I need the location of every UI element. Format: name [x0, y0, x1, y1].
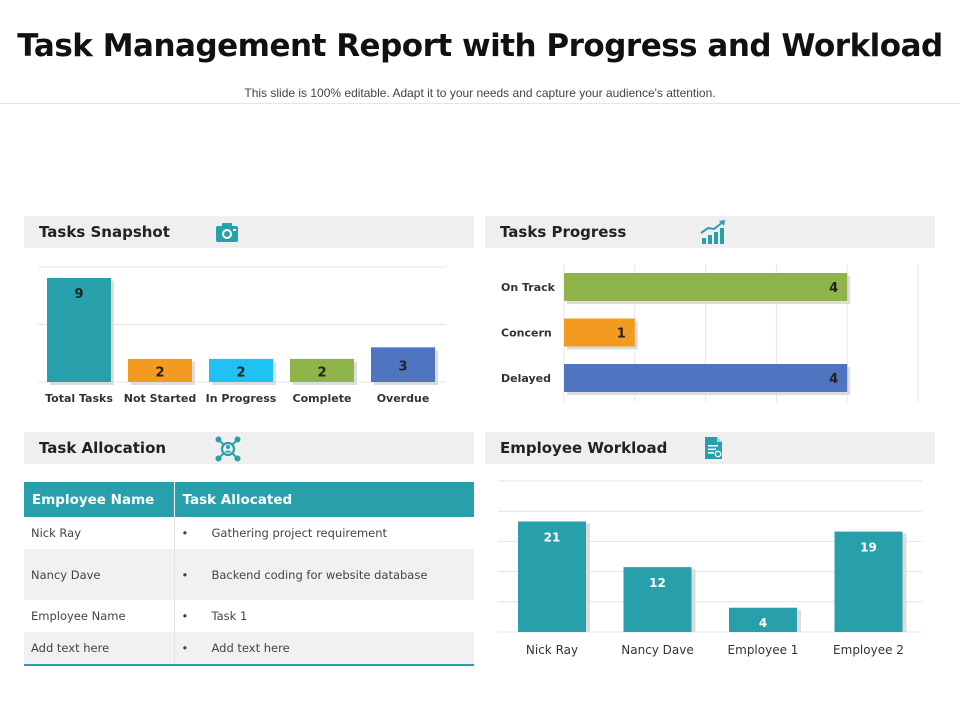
employee-workload-title: Employee Workload [500, 439, 668, 457]
table-row: Nick Ray • Gathering project requirement [24, 517, 474, 549]
data-label: 19 [860, 541, 877, 555]
category-label: Employee 2 [833, 643, 904, 657]
task-allocation-title: Task Allocation [39, 439, 167, 457]
table-row: Nancy Dave • Backend coding for website d… [24, 549, 474, 600]
category-label: Concern [501, 327, 552, 340]
category-label: Employee 1 [728, 643, 799, 657]
snapshot-bar [290, 358, 354, 382]
progress-bar [564, 364, 848, 392]
task-text: Task 1 [211, 609, 248, 623]
workload-bar [729, 607, 797, 632]
task-text: Add text here [211, 641, 290, 655]
employee-cell: Nick Ray [24, 517, 175, 549]
category-label: On Track [501, 281, 556, 294]
table-row: Employee Name • Task 1 [24, 600, 474, 632]
tasks-snapshot-chart: 9 Total Tasks 2 Not Started 2 In Progress 2 Com… [38, 266, 446, 405]
data-label: 3 [398, 360, 407, 375]
data-label: 1 [617, 327, 626, 342]
task-cell: • Add text here [174, 632, 474, 666]
data-label: 4 [829, 372, 838, 387]
document-icon [703, 436, 727, 460]
bar-growth-icon [700, 220, 725, 244]
data-label: 12 [649, 576, 666, 590]
snapshot-bar [47, 278, 111, 382]
tasks-snapshot-title: Tasks Snapshot [39, 223, 170, 241]
category-label: Complete [293, 392, 352, 405]
employee-cell: Add text here [24, 632, 175, 666]
tasks-progress-chart: 4 On Track 1 Concern 4 Delayed [501, 264, 919, 402]
header-divider [0, 103, 960, 104]
bullet: • [181, 526, 189, 540]
data-label: 21 [544, 530, 561, 544]
category-label: Overdue [377, 392, 430, 405]
task-text: Gathering project requirement [211, 526, 388, 540]
progress-bar [564, 273, 848, 301]
table-header-employee: Employee Name [24, 482, 174, 517]
snapshot-bar [128, 358, 192, 382]
employee-workload-chart: 21 Nick Ray 12 Nancy Dave 4 Employee 1 19 Emplo… [498, 480, 922, 657]
task-allocation-table: Employee Name Task Allocated Nick Ray • G… [24, 482, 474, 666]
snapshot-bar [371, 347, 435, 382]
tasks-progress-title: Tasks Progress [500, 223, 627, 241]
data-label: 2 [236, 365, 245, 380]
category-label: Not Started [124, 392, 196, 405]
data-label: 4 [759, 616, 767, 630]
progress-bar [564, 318, 635, 347]
page-title: Task Management Report with Progress and… [17, 28, 943, 64]
page-subtitle: This slide is 100% editable. Adapt it to… [244, 86, 716, 100]
employee-workload-header: Employee Workload [485, 432, 935, 464]
category-label: Nick Ray [526, 643, 578, 657]
table-row: Add text here • Add text here [24, 632, 474, 666]
data-label: 2 [155, 365, 164, 380]
tasks-progress-header: Tasks Progress [485, 216, 935, 248]
category-label: In Progress [206, 392, 277, 405]
task-text: Backend coding for website database [211, 567, 428, 582]
camera-icon [215, 220, 239, 244]
tasks-snapshot-header: Tasks Snapshot [24, 216, 474, 248]
data-label: 4 [829, 281, 838, 296]
bullet: • [181, 641, 189, 655]
workload-bar [518, 521, 586, 632]
data-label: 2 [317, 365, 326, 380]
task-allocation-header: Task Allocation [24, 432, 474, 464]
category-label: Delayed [501, 372, 551, 385]
bullet: • [181, 609, 189, 623]
employee-cell: Employee Name [24, 600, 175, 632]
team-network-icon [215, 436, 241, 462]
snapshot-bar [209, 358, 273, 382]
bullet: • [181, 567, 189, 582]
workload-bar [834, 531, 903, 632]
task-cell: • Backend coding for website database [174, 549, 474, 600]
table-header-task: Task Allocated [173, 482, 474, 517]
category-label: Total Tasks [45, 392, 113, 405]
employee-cell: Nancy Dave [24, 549, 175, 600]
task-cell: • Task 1 [174, 600, 474, 632]
task-cell: • Gathering project requirement [174, 517, 474, 549]
data-label: 9 [74, 287, 83, 302]
category-label: Nancy Dave [621, 643, 694, 657]
workload-bar [623, 567, 692, 632]
